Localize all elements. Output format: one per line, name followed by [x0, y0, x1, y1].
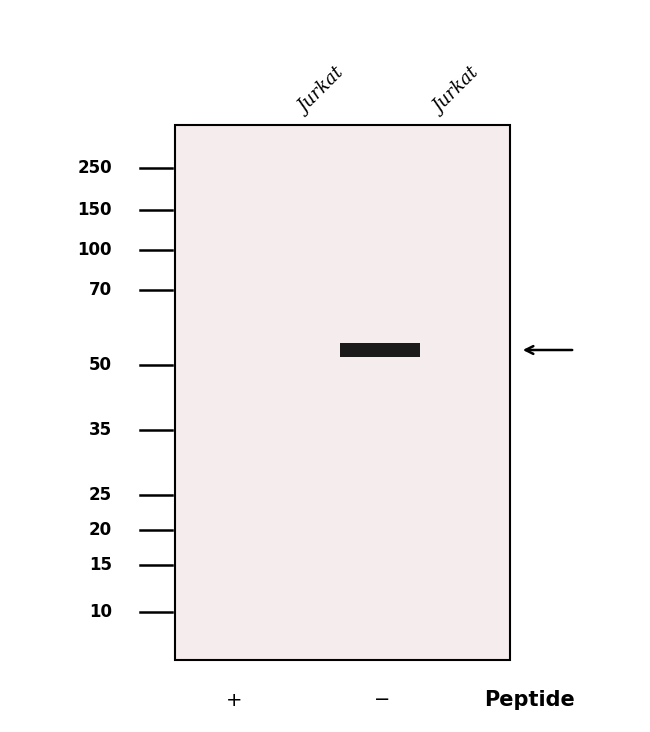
- Text: 15: 15: [89, 556, 112, 574]
- Text: 250: 250: [77, 159, 112, 177]
- Bar: [340, 343, 420, 357]
- Bar: [175, 125, 510, 660]
- Text: 10: 10: [89, 603, 112, 621]
- Text: +: +: [226, 690, 242, 709]
- Text: Jurkat: Jurkat: [295, 65, 348, 118]
- Text: Jurkat: Jurkat: [430, 65, 482, 118]
- Text: 50: 50: [89, 356, 112, 374]
- Text: Peptide: Peptide: [485, 690, 575, 710]
- Text: 70: 70: [89, 281, 112, 299]
- Text: −: −: [374, 690, 390, 709]
- Text: 100: 100: [77, 241, 112, 259]
- Text: 25: 25: [89, 486, 112, 504]
- Text: 35: 35: [89, 421, 112, 439]
- Text: 20: 20: [89, 521, 112, 539]
- Text: 150: 150: [77, 201, 112, 219]
